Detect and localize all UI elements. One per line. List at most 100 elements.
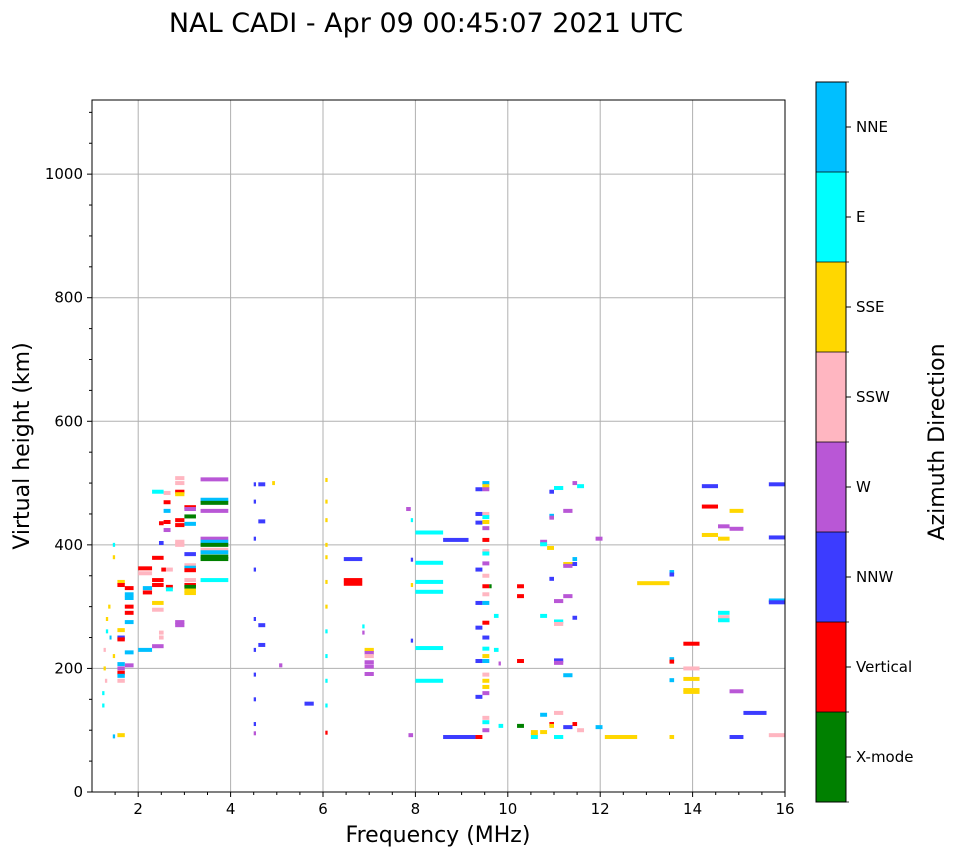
x-tick-label: 10 (498, 800, 517, 818)
x-axis: 2 4 6 8 10 12 14 16 (114, 792, 795, 818)
data-segment-ssw (117, 678, 125, 683)
data-segment-vertical (175, 489, 185, 494)
data-segment-sse (530, 730, 538, 735)
data-segment-e (415, 579, 444, 584)
data-segment-sse (184, 588, 196, 593)
data-segment-x-mode (200, 542, 229, 547)
data-segment-nnw (563, 725, 573, 730)
data-segment-sse (175, 492, 185, 497)
data-segment-nnw (258, 482, 266, 487)
data-segment-nnw (304, 701, 314, 706)
data-segment-nne (117, 673, 125, 678)
data-segment-ssw (768, 733, 785, 738)
data-segment-sse (482, 684, 490, 689)
data-segment-nne (572, 557, 578, 562)
data-segment-e (718, 618, 730, 623)
data-segment-w (152, 644, 164, 649)
data-segment-ssw (165, 567, 173, 572)
plot-frame (91, 99, 786, 793)
data-segment-nnw (443, 735, 476, 740)
data-segment-nne (112, 734, 116, 739)
data-segment-sse (549, 723, 554, 728)
data-segment-nne (563, 673, 573, 678)
data-segment-w (253, 731, 257, 736)
data-segment-nnw (253, 697, 257, 702)
colorbar-swatch (816, 352, 846, 442)
data-segment-w (482, 526, 490, 531)
x-tick-label: 12 (591, 800, 610, 818)
data-segment-x-mode (184, 584, 196, 589)
data-segment-vertical (701, 504, 719, 509)
y-tick-label: 0 (73, 783, 83, 801)
data-segment-w (595, 536, 603, 541)
data-segment-x-mode (517, 723, 524, 728)
data-segment-e (540, 542, 548, 547)
data-segment-sse (325, 499, 328, 504)
data-segment-x-mode (200, 557, 229, 562)
data-segment-nne (200, 550, 229, 555)
data-segment-nnw (475, 520, 483, 525)
colorbar-tick-label: Vertical (856, 658, 912, 676)
data-segment-sse (482, 519, 490, 524)
data-segment-w (364, 664, 374, 669)
data-segment-ssw (482, 511, 490, 516)
data-segment-ssw (175, 476, 185, 481)
y-tick-label: 800 (54, 289, 83, 307)
data-segment-vertical (165, 584, 173, 589)
data-segment-ssw (482, 672, 490, 677)
y-axis: 0 200 400 600 800 1000 (45, 111, 92, 801)
data-segment-w (117, 666, 125, 671)
data-segment-nnw (475, 600, 483, 605)
data-segment-ssw (200, 547, 229, 552)
data-segment-w (729, 689, 744, 694)
data-segment-sse (103, 666, 106, 671)
data-segment-nnw (475, 694, 483, 699)
data-segment-nne (200, 539, 229, 544)
data-segment-ssw (103, 647, 106, 652)
data-segment-vertical (161, 567, 166, 572)
data-segment-nne (482, 659, 490, 664)
y-tick-label: 400 (54, 536, 83, 554)
data-segment-e (325, 703, 328, 708)
data-segment-w (482, 561, 490, 566)
data-segment-ssw (364, 654, 374, 659)
colorbar-swatch (816, 532, 846, 622)
data-segment-sse (325, 518, 328, 523)
data-segment-e (482, 720, 490, 725)
data-segment-ssw (152, 607, 164, 612)
data-segment-vertical (117, 670, 125, 675)
data-segment-e (200, 578, 229, 583)
data-segment-e (410, 518, 414, 523)
data-segment-nnw (572, 615, 578, 620)
data-segment-w (554, 660, 564, 665)
data-segment-vertical (163, 519, 171, 524)
data-segment-e (554, 486, 564, 491)
chart-title: NAL CADI - Apr 09 00:45:07 2021 UTC (169, 8, 683, 39)
data-segment-w (175, 620, 185, 625)
data-segment-w (364, 650, 374, 655)
colorbar-swatch (816, 172, 846, 262)
data-segment-nnw (410, 638, 414, 643)
data-segment-sse (108, 604, 111, 609)
data-segment-ssw (718, 615, 730, 620)
data-segment-vertical (517, 584, 524, 589)
data-segment-nnw (669, 572, 675, 577)
data-segment-nne (124, 595, 134, 600)
data-segment-w (184, 507, 196, 512)
colorbar-tick-label: NNE (856, 118, 888, 136)
data-segment-e (362, 624, 365, 629)
data-segment-ssw (138, 571, 153, 576)
data-segment-ssw (482, 715, 490, 720)
data-segment-nnw (482, 635, 490, 640)
data-segment-nnw (253, 722, 257, 727)
data-segment-sse (117, 579, 125, 584)
data-segment-nnw (475, 511, 483, 516)
data-segment-sse (112, 654, 116, 659)
data-segment-nne (200, 497, 229, 502)
data-segment-sse (669, 735, 675, 740)
y-tick-label: 600 (54, 412, 83, 430)
data-segment-nnw (554, 658, 564, 663)
data-segment-nnw (443, 537, 469, 542)
data-segment-nnw (253, 499, 257, 504)
